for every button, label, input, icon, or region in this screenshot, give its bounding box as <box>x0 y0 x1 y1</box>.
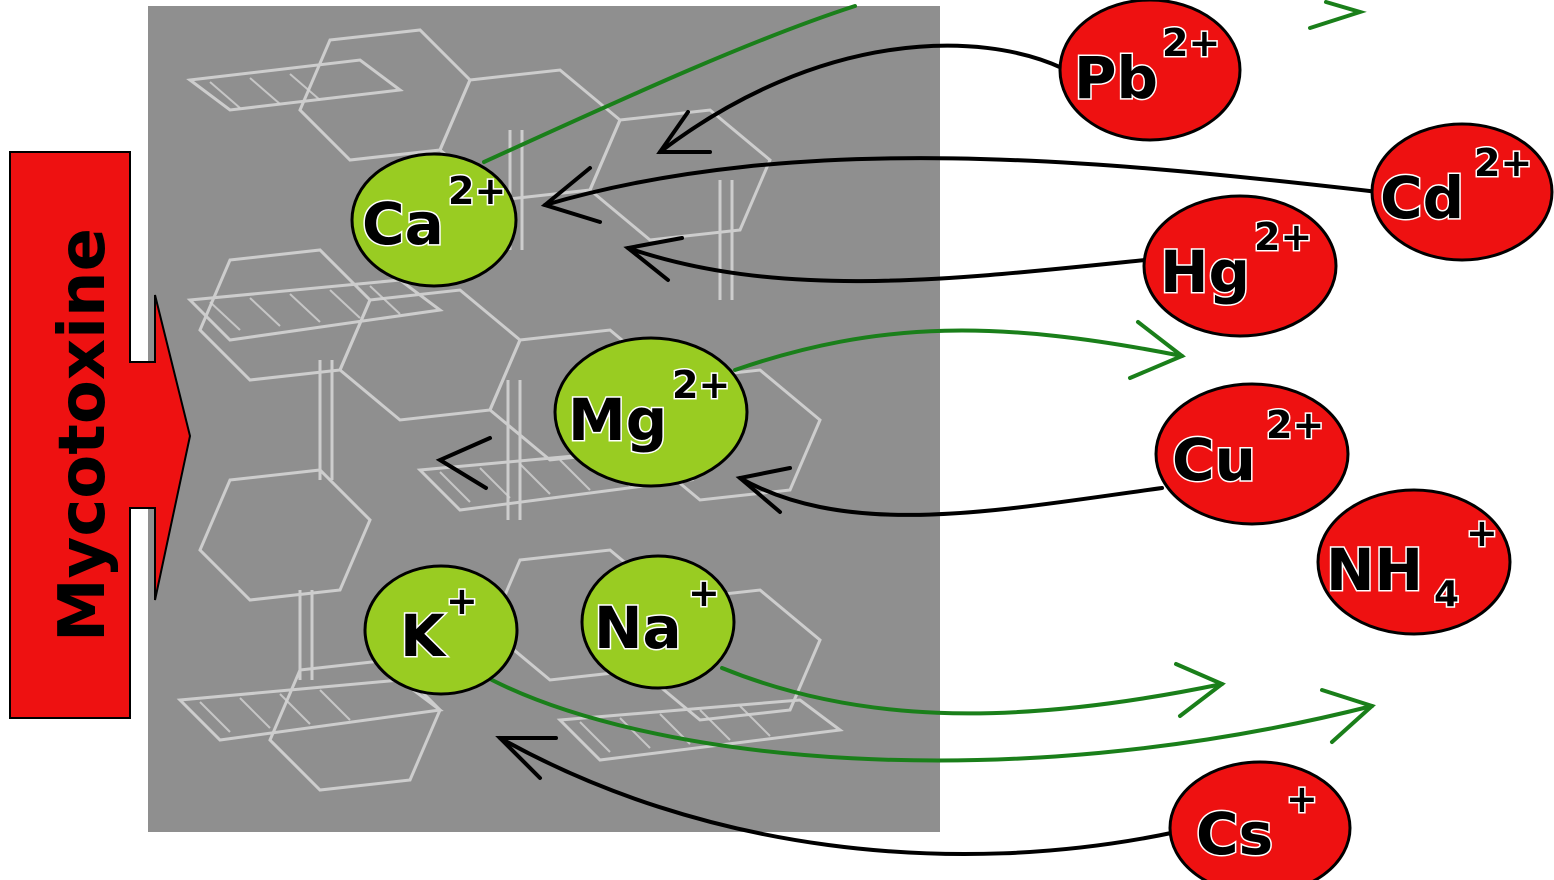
arrow-na-out <box>720 662 1226 718</box>
ion-mg: Mg 2+ <box>553 336 749 488</box>
ion-cs-symbol: Cs <box>1196 800 1273 868</box>
mycotoxin-arrow-shape <box>9 151 192 719</box>
incoming-arrows <box>435 43 1380 857</box>
arrow-nh4-in <box>435 436 492 490</box>
ion-pb-symbol: Pb <box>1074 44 1158 112</box>
ion-hg-charge: 2+ <box>1254 215 1312 259</box>
ion-na-symbol: Na <box>594 594 682 662</box>
arrow-pb-in <box>656 43 1064 154</box>
outgoing-arrows <box>482 0 1376 763</box>
ion-cu-symbol: Cu <box>1172 426 1256 494</box>
ion-mg-charge: 2+ <box>672 363 730 407</box>
ion-na: Na + <box>580 554 736 690</box>
ion-cd-symbol: Cd <box>1380 164 1464 232</box>
arrow-k-out <box>490 678 1376 763</box>
ion-cu: Cu 2+ <box>1154 382 1350 526</box>
ion-nh4: NH 4 + <box>1316 488 1512 636</box>
ion-cd-charge: 2+ <box>1474 141 1532 185</box>
incoming-ions: Pb 2+ Cd 2+ Hg 2+ Cu 2+ NH 4 + Cs + <box>1058 0 1554 880</box>
zeolite-framework <box>148 6 940 832</box>
arrow-hg-in <box>623 236 1147 284</box>
framework-hatching <box>199 73 771 753</box>
ion-k-symbol: K <box>400 602 447 670</box>
ion-hg-symbol: Hg <box>1160 238 1250 306</box>
ion-nh4-charge: + <box>1466 511 1498 555</box>
ion-cu-charge: 2+ <box>1266 403 1324 447</box>
mycotoxin-arrow: Mycotoxine <box>9 151 192 719</box>
arrow-mg-out <box>733 320 1186 380</box>
mycotoxin-label: Mycotoxine <box>46 228 120 642</box>
ion-ca-symbol: Ca <box>362 190 444 258</box>
ion-k-charge: + <box>446 579 478 623</box>
ion-cd: Cd 2+ <box>1370 122 1554 262</box>
outgoing-ions: Ca 2+ Mg 2+ K + Na + <box>350 152 749 696</box>
arrow-cs-in <box>495 736 1178 857</box>
arrow-ca-out-head <box>1308 0 1367 30</box>
arrow-cd-in <box>540 156 1380 224</box>
arrow-cu-in <box>735 466 1164 517</box>
ion-cs: Cs + <box>1168 760 1352 880</box>
ion-k: K + <box>363 564 519 696</box>
arrow-ca-out <box>482 4 857 164</box>
framework-background <box>148 6 940 832</box>
ion-mg-symbol: Mg <box>568 386 667 454</box>
ion-cs-charge: + <box>1286 777 1318 821</box>
ion-na-charge: + <box>688 571 720 615</box>
ion-pb: Pb 2+ <box>1058 0 1242 142</box>
ion-ca: Ca 2+ <box>350 152 518 288</box>
ion-hg: Hg 2+ <box>1142 194 1338 338</box>
ion-nh4-symbol: NH <box>1326 536 1423 604</box>
ion-ca-charge: 2+ <box>448 169 506 213</box>
ion-nh4-subscript: 4 <box>1434 574 1459 615</box>
ion-pb-charge: 2+ <box>1162 21 1220 65</box>
